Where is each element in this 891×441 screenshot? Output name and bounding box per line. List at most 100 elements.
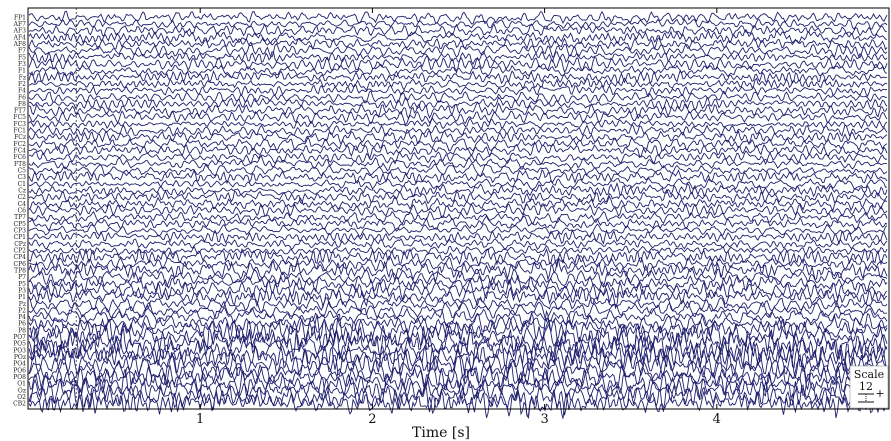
channel-label-fc5: FC5 <box>13 114 26 121</box>
eeg-trace-c4 <box>28 195 888 212</box>
channel-label-fp1: FP1 <box>14 14 26 21</box>
channel-label-pz: Pz <box>19 301 26 308</box>
channel-label-p4: P4 <box>18 314 26 321</box>
eeg-trace-fc2 <box>28 135 888 154</box>
channel-label-f8: F8 <box>18 101 26 108</box>
channel-label-f1: F1 <box>18 68 26 75</box>
x-tick-label-3: 3 <box>540 412 548 427</box>
eeg-trace-f7 <box>28 41 888 59</box>
eeg-trace-p1 <box>28 286 888 310</box>
channel-label-poz: POz <box>14 354 26 361</box>
eeg-trace-cpz <box>28 237 888 251</box>
eeg-trace-p8 <box>28 309 888 346</box>
scale-sign: + <box>875 387 884 400</box>
eeg-trace-po6 <box>28 354 888 387</box>
eeg-trace-ft8 <box>28 155 888 172</box>
channel-label-po3: PO3 <box>13 347 26 354</box>
channel-label-c5: C5 <box>18 168 27 175</box>
eeg-trace-cz <box>28 181 888 198</box>
channel-label-c6: C6 <box>18 208 27 215</box>
x-tick-label-1: 1 <box>196 412 204 427</box>
channel-label-c2: C2 <box>18 194 27 201</box>
eeg-trace-fz <box>28 69 888 85</box>
eeg-trace-f2 <box>28 77 888 92</box>
x-axis-ticks: 1 2 3 4 <box>196 8 721 427</box>
channel-label-af7: AF7 <box>13 21 26 28</box>
channel-label-po6: PO6 <box>13 367 26 374</box>
channel-label-af3: AF3 <box>13 28 26 35</box>
eeg-trace-p6 <box>28 313 888 335</box>
eeg-trace-fc1 <box>28 123 888 137</box>
eeg-trace-fc5 <box>28 110 888 126</box>
channel-label-tp8: TP8 <box>14 267 26 274</box>
channel-label-c4: C4 <box>18 201 27 208</box>
eeg-trace-fc4 <box>28 141 888 160</box>
x-tick-label-2: 2 <box>368 412 376 427</box>
channel-label-af4: AF4 <box>13 34 26 41</box>
channel-label-cp2: CP2 <box>14 248 27 255</box>
eeg-traces <box>28 10 888 419</box>
eeg-trace-oz <box>28 370 888 407</box>
channel-labels: FP1AF7AF3AF4AF8F7F5F3F1FzF2F4F6F8FT7FC5F… <box>13 14 27 407</box>
eeg-trace-c2 <box>28 188 888 205</box>
channel-label-f5: F5 <box>18 54 26 61</box>
channel-label-fc4: FC4 <box>13 148 26 155</box>
channel-label-ft7: FT7 <box>14 108 26 115</box>
channel-label-po8: PO8 <box>13 374 26 381</box>
eeg-trace-cp2 <box>28 244 888 256</box>
eeg-trace-tp8 <box>28 258 888 284</box>
channel-label-tp7: TP7 <box>14 214 26 221</box>
scale-legend: Scale 12 + <box>849 365 889 409</box>
eeg-trace-f6 <box>28 90 888 104</box>
channel-label-c3: C3 <box>18 174 27 181</box>
plot-frame <box>27 7 890 410</box>
channel-label-p8: P8 <box>18 327 26 334</box>
channel-label-fcz: FCz <box>14 134 26 141</box>
eeg-trace-p3 <box>28 278 888 302</box>
eeg-trace-cp6 <box>28 255 888 272</box>
eeg-trace-c6 <box>28 203 888 219</box>
channel-label-p3: P3 <box>18 287 26 294</box>
channel-label-oz: Oz <box>18 387 26 394</box>
channel-label-fz: Fz <box>19 74 26 81</box>
eeg-trace-af7 <box>28 18 888 30</box>
eeg-trace-p4 <box>28 304 888 330</box>
eeg-trace-pz <box>28 296 888 314</box>
eeg-trace-c1 <box>28 177 888 190</box>
channel-label-cp1: CP1 <box>14 234 26 241</box>
channel-label-po5: PO5 <box>13 341 26 348</box>
channel-label-po4: PO4 <box>13 361 26 368</box>
eeg-trace-fp1 <box>28 10 888 25</box>
eeg-trace-cp1 <box>28 229 888 246</box>
eeg-trace-fc3 <box>28 117 888 130</box>
channel-label-f7: F7 <box>18 48 26 55</box>
channel-label-fc1: FC1 <box>13 128 26 135</box>
channel-label-f2: F2 <box>18 81 26 88</box>
channel-label-o1: O1 <box>17 381 26 388</box>
channel-label-cb2: CB2 <box>13 401 26 408</box>
eeg-trace-c3 <box>28 168 888 185</box>
eeg-trace-f5 <box>28 50 888 66</box>
channel-label-fc2: FC2 <box>13 141 26 148</box>
channel-label-f3: F3 <box>18 61 26 68</box>
channel-label-p6: P6 <box>18 321 26 328</box>
eeg-trace-af3 <box>28 23 888 38</box>
channel-label-o2: O2 <box>17 394 26 401</box>
x-tick-label-4: 4 <box>713 412 721 427</box>
eeg-trace-o1 <box>28 366 888 399</box>
eeg-trace-af8 <box>28 36 888 52</box>
channel-label-cp4: CP4 <box>14 254 27 261</box>
scale-title: Scale <box>854 368 884 381</box>
eeg-trace-p7 <box>28 267 888 288</box>
channel-label-c1: C1 <box>18 181 26 188</box>
eeg-trace-f3 <box>28 55 888 75</box>
channel-label-f4: F4 <box>18 88 26 95</box>
channel-label-cp6: CP6 <box>14 261 27 268</box>
eeg-trace-f8 <box>28 96 888 111</box>
channel-label-ft8: FT8 <box>14 161 26 168</box>
eeg-trace-cp3 <box>28 223 888 237</box>
eeg-trace-f1 <box>28 63 888 79</box>
eeg-trace-fc6 <box>28 150 888 166</box>
channel-label-f6: F6 <box>18 94 26 101</box>
